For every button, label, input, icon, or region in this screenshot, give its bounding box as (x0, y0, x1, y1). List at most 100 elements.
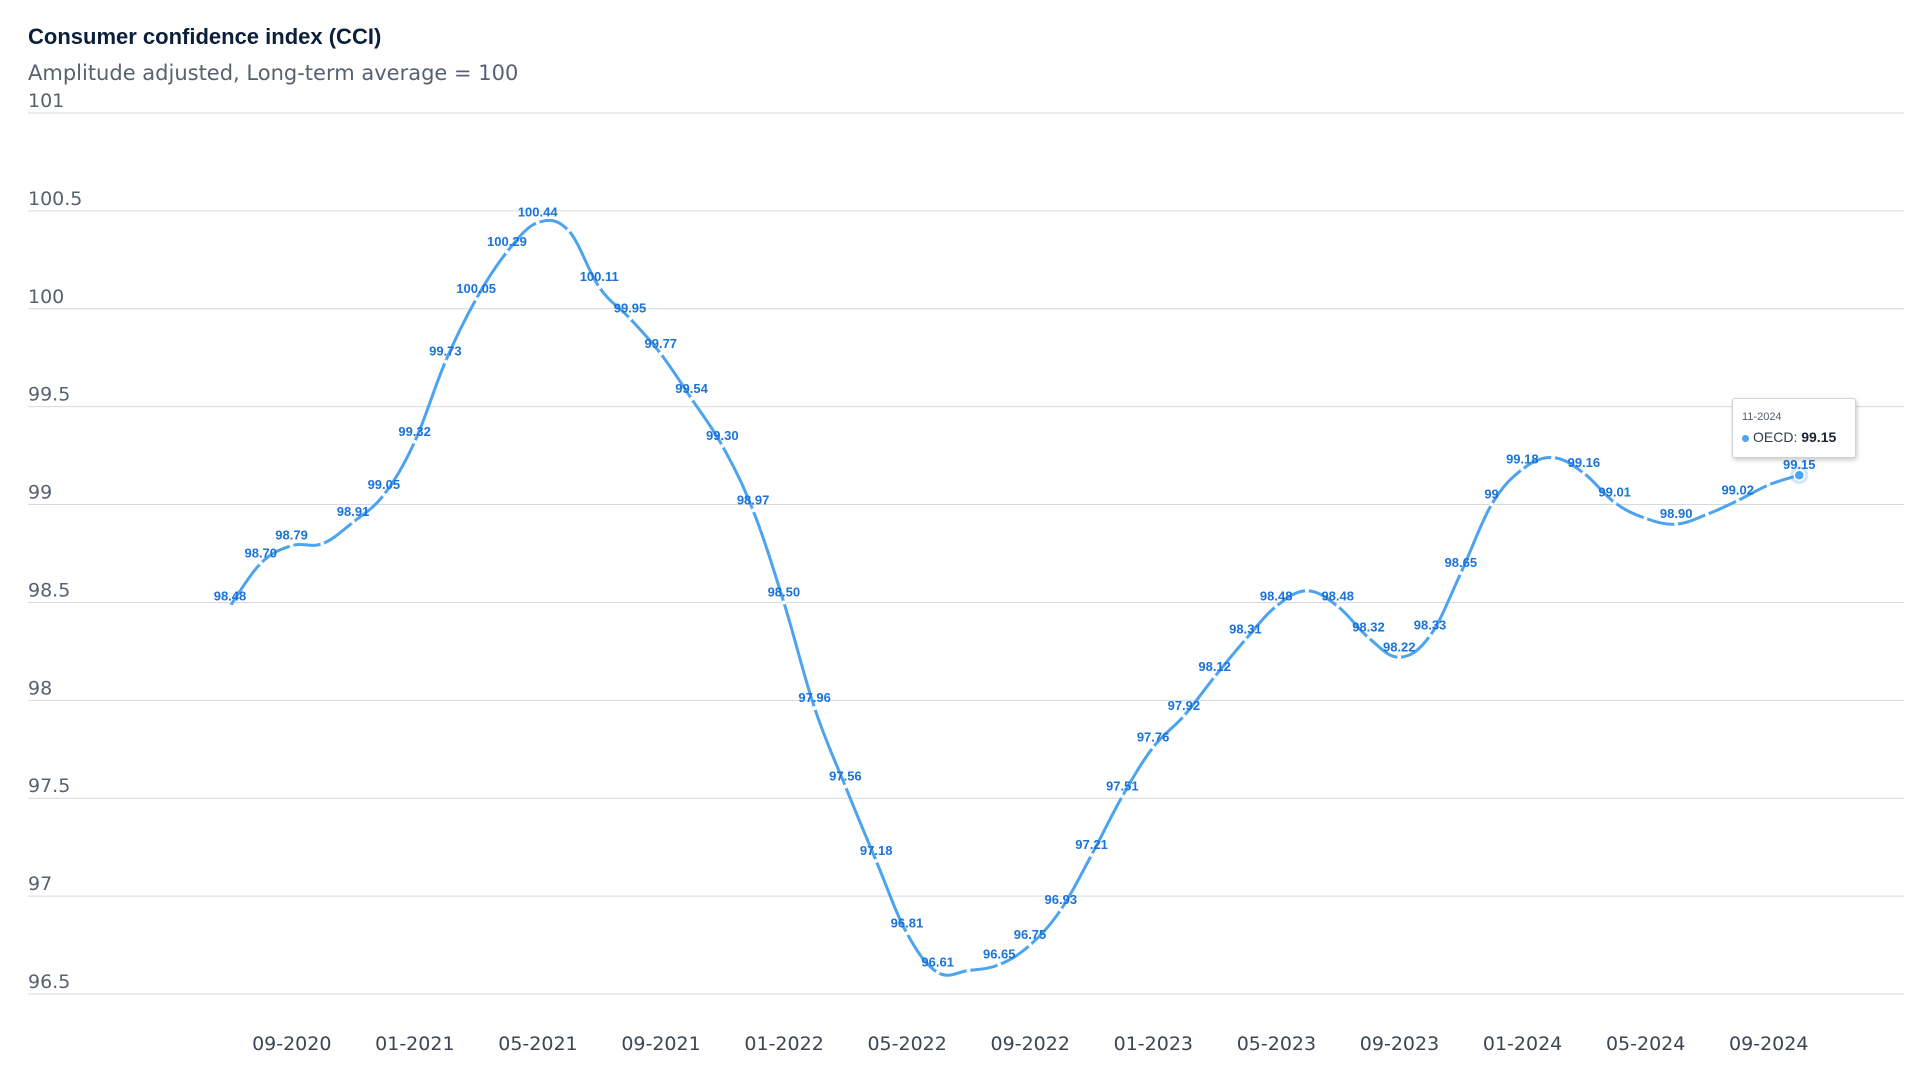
tooltip-series-name: OECD: (1753, 429, 1798, 445)
data-point[interactable] (1458, 571, 1463, 576)
data-point[interactable] (781, 600, 786, 605)
data-point[interactable] (1612, 500, 1617, 505)
y-axis: 96.5 97 97.5 98 98.5 99 99.5 100 100.5 101 (28, 90, 82, 993)
data-label: 98.79 (275, 528, 308, 543)
data-point[interactable] (566, 228, 571, 233)
x-tick-label: 01-2024 (1483, 1033, 1562, 1055)
data-point[interactable] (351, 520, 356, 525)
data-point[interactable] (1397, 655, 1402, 660)
data-point[interactable] (443, 359, 448, 364)
data-point[interactable] (1643, 516, 1648, 521)
data-point[interactable] (966, 968, 971, 973)
data-label: 98.48 (1260, 588, 1293, 603)
data-point[interactable] (689, 396, 694, 401)
y-tick-label: 99.5 (28, 384, 70, 406)
data-label: 99.73 (429, 344, 462, 359)
data-point[interactable] (535, 220, 540, 225)
y-tick-label: 98 (28, 677, 52, 699)
data-label: 98.65 (1445, 555, 1478, 570)
data-point[interactable] (1366, 635, 1371, 640)
x-tick-label: 01-2023 (1114, 1033, 1193, 1055)
data-point[interactable] (1551, 455, 1556, 460)
data-label: 96.65 (983, 947, 1016, 962)
data-point[interactable] (258, 561, 263, 566)
data-point[interactable] (1489, 502, 1494, 507)
data-point[interactable] (843, 784, 848, 789)
data-point[interactable] (1520, 467, 1525, 472)
y-tick-label: 97.5 (28, 775, 70, 797)
y-tick-label: 101 (28, 90, 64, 112)
data-point[interactable] (1274, 604, 1279, 609)
highlight-point (1790, 466, 1809, 485)
data-label: 99.95 (614, 301, 647, 316)
data-point[interactable] (1243, 637, 1248, 642)
series-line-oecd[interactable] (228, 218, 1801, 977)
x-tick-label: 05-2024 (1606, 1033, 1685, 1055)
data-label: 98.12 (1198, 659, 1231, 674)
data-point[interactable] (412, 439, 417, 444)
data-point[interactable] (1581, 471, 1586, 476)
data-label: 96.93 (1045, 892, 1078, 907)
data-point[interactable] (381, 492, 386, 497)
data-point[interactable] (1028, 943, 1033, 948)
data-label: 97.56 (829, 768, 862, 783)
tooltip-date: 11-2024 (1742, 411, 1782, 423)
data-point[interactable] (1704, 512, 1709, 517)
data-point[interactable] (658, 351, 663, 356)
data-point[interactable] (1151, 745, 1156, 750)
y-tick-label: 96.5 (28, 971, 70, 993)
data-label: 96.61 (921, 954, 954, 969)
data-label: 99.77 (645, 336, 678, 351)
data-point[interactable] (628, 316, 633, 321)
data-label: 99.02 (1721, 483, 1754, 498)
data-point[interactable] (1089, 852, 1094, 857)
data-point[interactable] (1181, 713, 1186, 718)
data-label: 99.32 (398, 424, 431, 439)
x-tick-label: 09-2024 (1729, 1033, 1808, 1055)
y-tick-label: 100 (28, 286, 64, 308)
highlight-point-dot[interactable] (1793, 469, 1806, 481)
data-point[interactable] (474, 296, 479, 301)
data-point[interactable] (597, 285, 602, 290)
data-label: 98.22 (1383, 639, 1416, 654)
y-tick-label: 99 (28, 482, 52, 504)
data-point[interactable] (1428, 633, 1433, 638)
x-tick-label: 01-2022 (744, 1033, 823, 1055)
data-label: 98.33 (1414, 618, 1447, 633)
data-point[interactable] (1304, 588, 1309, 593)
data-point[interactable] (1058, 907, 1063, 912)
data-point[interactable] (997, 962, 1002, 967)
tooltip-value: 99.15 (1801, 429, 1837, 445)
data-point[interactable] (1212, 674, 1217, 679)
grid-lines (28, 112, 1904, 995)
data-point[interactable] (874, 858, 879, 863)
x-tick-label: 09-2020 (252, 1033, 331, 1055)
data-label: 98.48 (214, 588, 247, 603)
data-point[interactable] (228, 604, 232, 609)
data-label: 99.05 (368, 477, 401, 492)
data-point[interactable] (935, 970, 940, 975)
data-point[interactable] (1674, 522, 1679, 527)
data-point[interactable] (1766, 482, 1771, 487)
data-point[interactable] (904, 931, 909, 936)
data-point[interactable] (1735, 498, 1740, 503)
data-label: 99.01 (1598, 485, 1631, 500)
data-label: 98.31 (1229, 622, 1262, 637)
data-point[interactable] (504, 250, 509, 255)
series-oecd[interactable] (228, 218, 1802, 977)
data-label: 99.16 (1568, 455, 1601, 470)
data-point[interactable] (751, 508, 756, 513)
data-point[interactable] (289, 543, 294, 548)
x-axis: 09-2020 01-2021 05-2021 09-2021 01-2022 05-20… (252, 1033, 1808, 1055)
data-label: 99.15 (1783, 457, 1816, 472)
data-point[interactable] (812, 706, 817, 711)
data-point[interactable] (720, 443, 725, 448)
x-tick-label: 05-2021 (498, 1033, 577, 1055)
data-label: 97.92 (1168, 698, 1201, 713)
data-point[interactable] (1120, 794, 1125, 799)
data-labels: 98.48 98.70 98.79 98.91 99.05 99.32 99.73 100.0… (214, 205, 1816, 970)
data-point[interactable] (320, 541, 325, 546)
data-point[interactable] (1335, 604, 1340, 609)
y-tick-label: 100.5 (28, 188, 82, 210)
